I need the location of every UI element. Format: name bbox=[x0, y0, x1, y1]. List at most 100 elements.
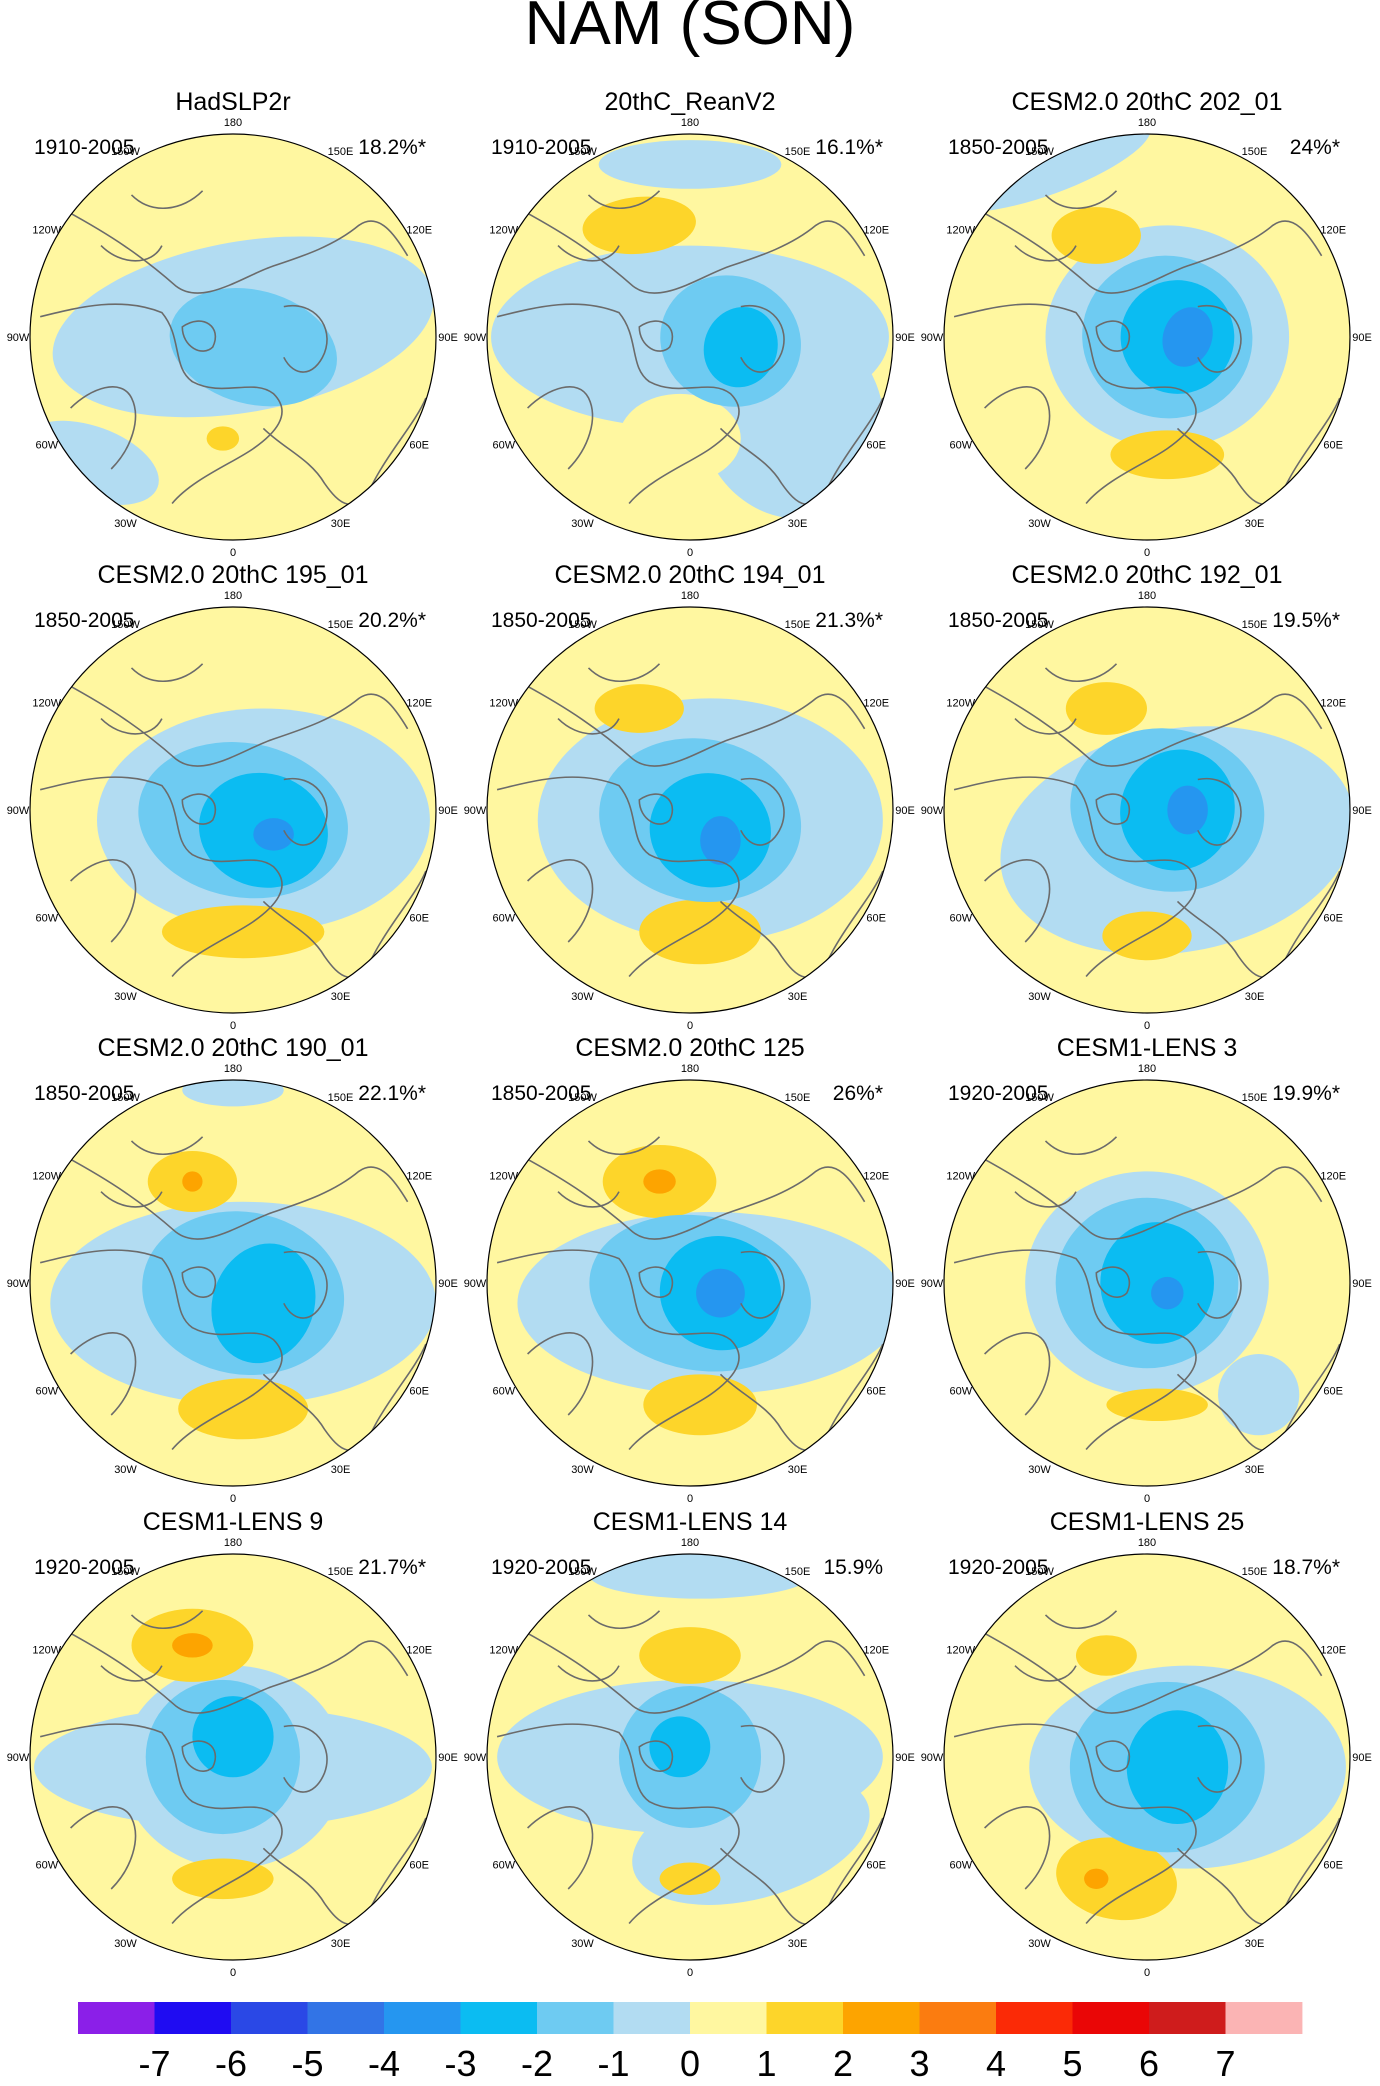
longitude-label: 90W bbox=[921, 1278, 944, 1290]
map-panel: CESM2.0 20thC 195_01 1850-2005 20.2%* 180 15… bbox=[7, 561, 458, 1032]
longitude-label: 120E bbox=[406, 698, 432, 710]
longitude-label: 120E bbox=[863, 1645, 889, 1657]
longitude-label: 60W bbox=[35, 1860, 58, 1872]
longitude-label: 60W bbox=[492, 1860, 515, 1872]
panel-period: 1920-2005 bbox=[491, 1556, 591, 1579]
longitude-label: 30E bbox=[788, 1464, 808, 1476]
coastline bbox=[638, 793, 674, 825]
colorbar-label: -7 bbox=[138, 2043, 170, 2084]
longitude-label: 120E bbox=[406, 225, 432, 237]
longitude-label: 60W bbox=[492, 440, 515, 452]
anomaly-contour bbox=[206, 426, 240, 451]
longitude-label: 120W bbox=[489, 1171, 518, 1183]
coastline bbox=[70, 1806, 137, 1890]
coastline bbox=[984, 386, 1051, 470]
panel-title: CESM2.0 20thC 192_01 bbox=[1011, 561, 1282, 589]
longitude-label: 180 bbox=[224, 590, 242, 602]
coastline bbox=[181, 320, 217, 352]
panel-title: CESM1-LENS 3 bbox=[1057, 1034, 1238, 1062]
panel-variance: 19.9%* bbox=[1272, 1082, 1340, 1105]
longitude-label: 120W bbox=[946, 698, 975, 710]
map-field bbox=[30, 134, 436, 540]
longitude-label: 150W bbox=[568, 1566, 597, 1578]
map-boundary bbox=[486, 606, 894, 1014]
colorbar-label: 6 bbox=[1139, 2043, 1159, 2084]
longitude-label: 90E bbox=[438, 1752, 458, 1764]
longitude-label: 150W bbox=[1025, 146, 1054, 158]
panel-variance: 16.1%* bbox=[815, 136, 883, 159]
coastline bbox=[740, 304, 785, 373]
longitude-label: 60E bbox=[866, 1386, 886, 1398]
longitude-label: 60W bbox=[949, 913, 972, 925]
longitude-label: 0 bbox=[230, 547, 236, 559]
longitude-label: 90W bbox=[464, 332, 487, 344]
coastline bbox=[523, 210, 866, 294]
map-boundary bbox=[29, 1079, 437, 1487]
coastline bbox=[100, 1136, 204, 1208]
coastline bbox=[40, 776, 283, 978]
longitude-label: 120E bbox=[1320, 698, 1346, 710]
colorbar-label: 3 bbox=[909, 2043, 929, 2084]
longitude-label: 60E bbox=[1323, 913, 1343, 925]
coastline bbox=[70, 386, 137, 470]
longitude-label: 120W bbox=[946, 1645, 975, 1657]
coastline bbox=[740, 1724, 785, 1793]
colorbar-label: 2 bbox=[833, 2043, 853, 2084]
longitude-label: 150W bbox=[111, 619, 140, 631]
longitude-label: 90W bbox=[7, 1752, 30, 1764]
coastline bbox=[984, 1332, 1051, 1416]
anomaly-contour bbox=[703, 307, 778, 388]
panel-variance: 22.1%* bbox=[358, 1082, 426, 1105]
map-field bbox=[944, 1080, 1350, 1486]
longitude-label: 180 bbox=[224, 1537, 242, 1549]
longitude-label: 180 bbox=[1138, 590, 1156, 602]
panel-period: 1920-2005 bbox=[948, 1556, 1048, 1579]
panel-title: CESM2.0 20thC 195_01 bbox=[97, 561, 368, 589]
longitude-label: 60W bbox=[949, 1386, 972, 1398]
coastline bbox=[1197, 1250, 1242, 1319]
longitude-label: 120E bbox=[1320, 1645, 1346, 1657]
longitude-label: 90E bbox=[1352, 805, 1372, 817]
anomaly-contour bbox=[582, 196, 696, 255]
colorbar-swatch bbox=[766, 2002, 844, 2034]
longitude-label: 180 bbox=[681, 1063, 699, 1075]
longitude-label: 60E bbox=[409, 913, 429, 925]
coastline bbox=[66, 683, 409, 767]
longitude-label: 120E bbox=[1320, 225, 1346, 237]
coastline bbox=[1014, 1136, 1118, 1208]
coastline bbox=[283, 304, 328, 373]
panel-period: 1850-2005 bbox=[948, 136, 1048, 159]
map-field bbox=[487, 1554, 893, 1960]
colorbar-label: 1 bbox=[756, 2043, 776, 2084]
longitude-label: 180 bbox=[681, 117, 699, 129]
figure-title: NAM (SON) bbox=[525, 0, 856, 58]
longitude-label: 90W bbox=[921, 805, 944, 817]
longitude-label: 30E bbox=[1245, 991, 1265, 1003]
coastline bbox=[1014, 190, 1118, 262]
panel-period: 1910-2005 bbox=[34, 136, 134, 159]
longitude-label: 30W bbox=[571, 991, 594, 1003]
colorbar-label: -1 bbox=[597, 2043, 629, 2084]
longitude-label: 120W bbox=[946, 1171, 975, 1183]
coastline bbox=[40, 1249, 283, 1451]
longitude-label: 30W bbox=[114, 1464, 137, 1476]
panel-title: CESM2.0 20thC 190_01 bbox=[97, 1034, 368, 1062]
colorbar-label: 4 bbox=[986, 2043, 1006, 2084]
anomaly-contour bbox=[1102, 911, 1192, 961]
longitude-label: 150E bbox=[328, 1566, 354, 1578]
panel-period: 1910-2005 bbox=[491, 136, 591, 159]
longitude-label: 120W bbox=[32, 1171, 61, 1183]
map-panel: CESM2.0 20thC 202_01 1850-2005 24%* 180 150E… bbox=[921, 88, 1372, 559]
longitude-label: 0 bbox=[687, 547, 693, 559]
map-field bbox=[487, 1080, 893, 1486]
longitude-label: 60W bbox=[492, 913, 515, 925]
map-panel: CESM2.0 20thC 192_01 1850-2005 19.5%* 180 15… bbox=[921, 561, 1372, 1032]
panel-variance: 21.3%* bbox=[815, 609, 883, 632]
colorbar-swatch bbox=[1072, 2002, 1150, 2034]
longitude-label: 150W bbox=[568, 619, 597, 631]
longitude-label: 30E bbox=[331, 1938, 351, 1950]
anomaly-contour bbox=[1051, 207, 1141, 264]
anomaly-contour bbox=[182, 1080, 284, 1107]
